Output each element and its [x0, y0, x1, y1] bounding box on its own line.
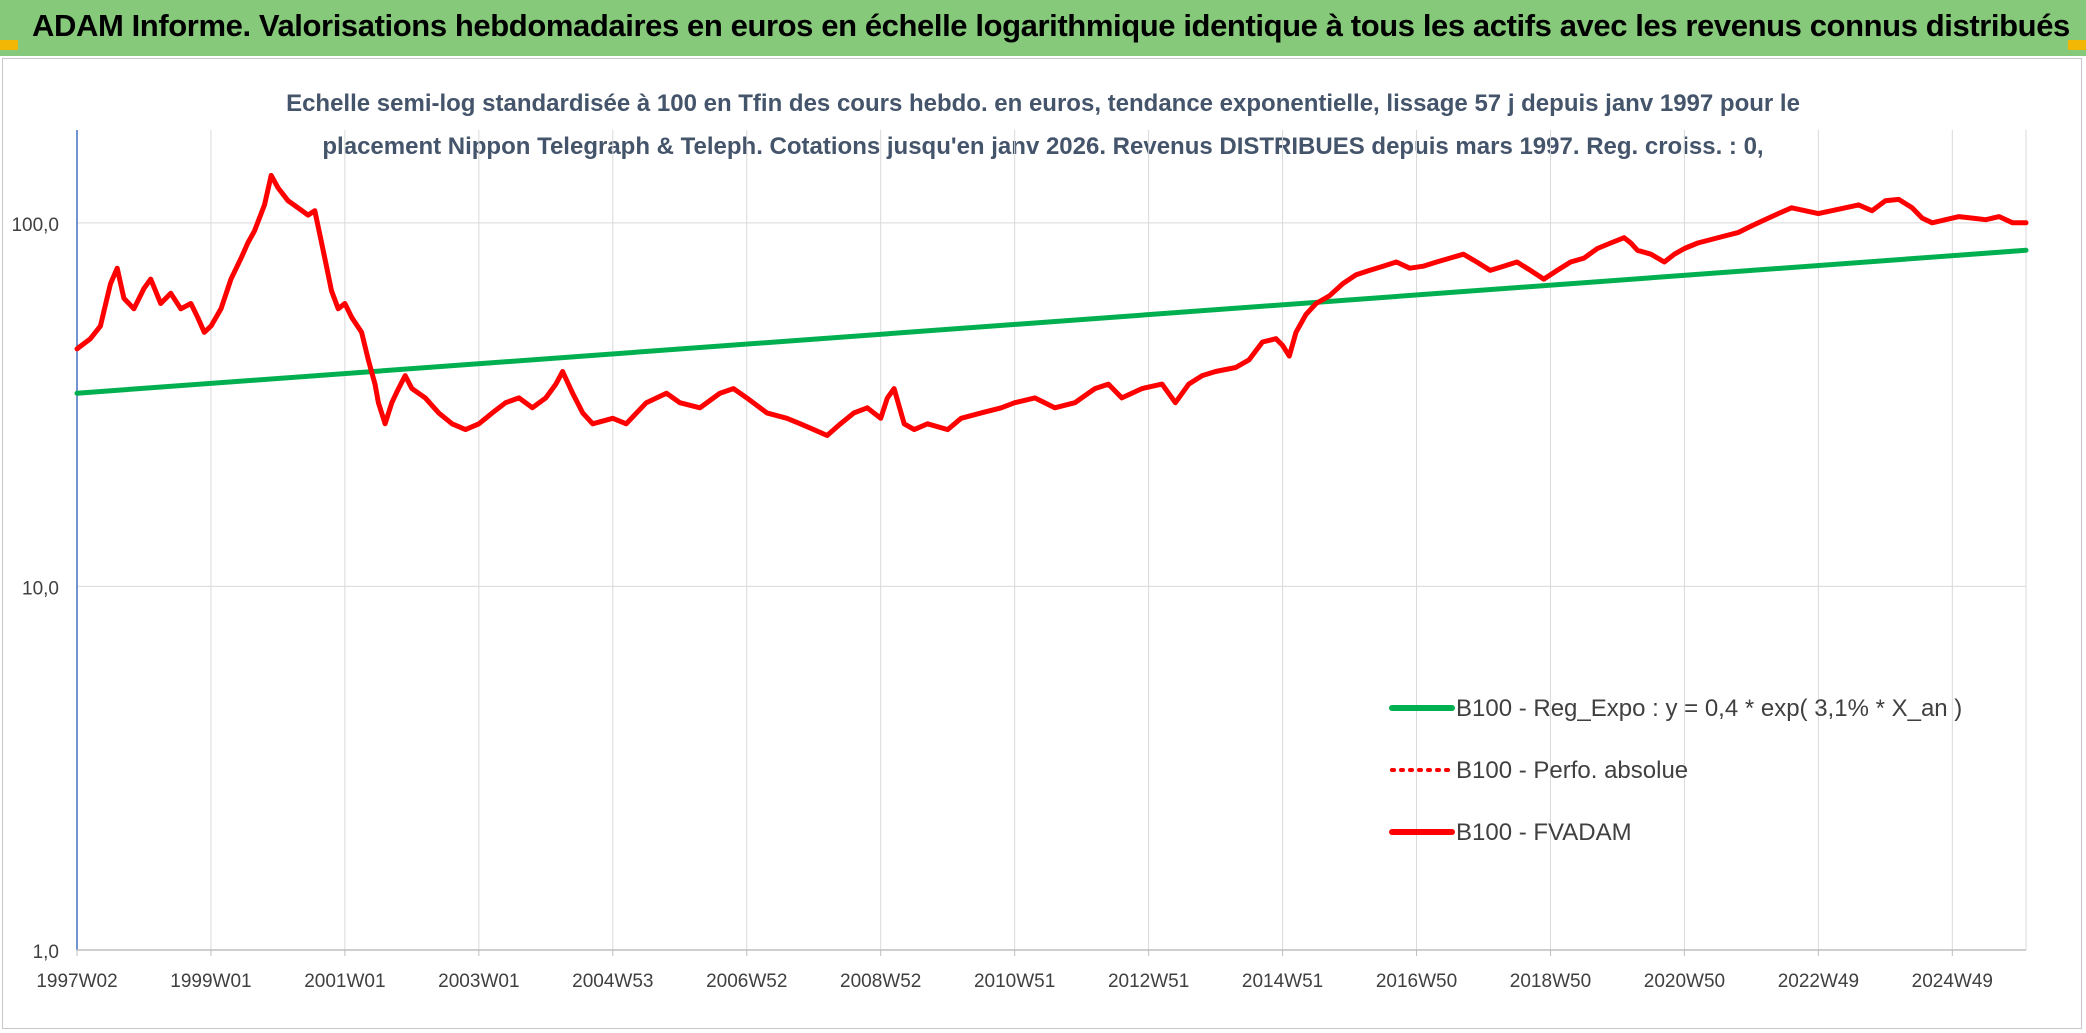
report-banner: ADAM Informe. Valorisations hebdomadaire… [0, 0, 2086, 56]
chart-subtitle-line-2: placement Nippon Telegraph & Teleph. Cot… [322, 133, 1764, 160]
x-tick-label: 2022W49 [1778, 971, 1859, 992]
grid-lines [76, 130, 2027, 951]
series-line-0 [74, 247, 2029, 396]
axes: 1,0 10,0 100,0 1997W02 1999W01 2001W01 2003W01… [11, 130, 2026, 992]
y-tick-label: 1,0 [33, 942, 59, 963]
x-tick-label: 2006W52 [706, 971, 787, 992]
x-tick-label: 2018W50 [1510, 971, 1591, 992]
y-tick-label: 100,0 [11, 215, 59, 236]
series-line-2 [74, 172, 2029, 438]
x-tick-label: 1997W02 [36, 971, 117, 992]
chart-frame [2, 58, 2082, 1029]
legend-label: B100 - FVADAM [1456, 819, 1632, 846]
legend: B100 - Reg_Expo : y = 0,4 * exp( 3,1% * … [1389, 695, 1962, 846]
corner-accent-left [0, 40, 18, 50]
report-title: ADAM Informe. Valorisations hebdomadaire… [32, 8, 2070, 43]
x-tick-label: 2003W01 [438, 971, 519, 992]
legend-label: B100 - Reg_Expo : y = 0,4 * exp( 3,1% * … [1456, 695, 1962, 722]
series-lines [74, 172, 2029, 438]
x-tick-label: 2016W50 [1376, 971, 1457, 992]
x-tick-label: 2008W52 [840, 971, 921, 992]
x-tick-label: 2024W49 [1912, 971, 1993, 992]
x-tick-label: 2001W01 [304, 971, 385, 992]
chart-subtitle-line-1: Echelle semi-log standardisée à 100 en T… [286, 90, 1800, 117]
x-tick-label: 2014W51 [1242, 971, 1323, 992]
legend-label: B100 - Perfo. absolue [1456, 757, 1688, 784]
x-tick-label: 2010W51 [974, 971, 1055, 992]
x-tick-label: 1999W01 [170, 971, 251, 992]
x-tick-label: 2020W50 [1644, 971, 1725, 992]
x-tick-label: 2012W51 [1108, 971, 1189, 992]
y-tick-label: 10,0 [22, 578, 59, 599]
corner-accent-right [2068, 40, 2086, 50]
x-tick-label: 2004W53 [572, 971, 653, 992]
